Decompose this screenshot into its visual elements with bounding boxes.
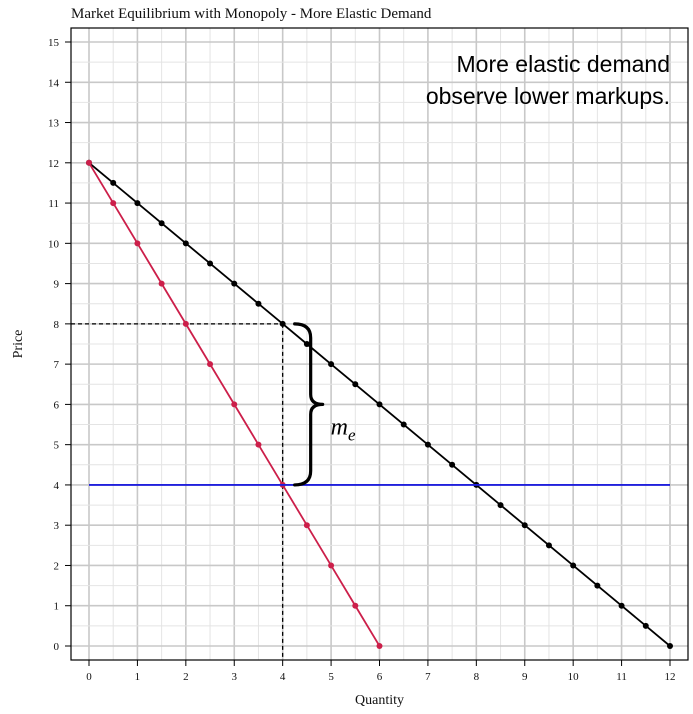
demand-point <box>424 441 431 448</box>
marginal-revenue-point <box>303 522 310 529</box>
demand-point <box>376 401 383 408</box>
markup-label-subscript: e <box>348 425 356 444</box>
demand-point <box>521 522 528 529</box>
demand-point <box>158 220 165 227</box>
equilibrium-guides <box>71 323 284 660</box>
marginal-revenue-point <box>207 361 214 368</box>
marginal-revenue-point <box>255 441 262 448</box>
y-tick-label: 12 <box>48 158 59 170</box>
y-tick-label: 2 <box>54 560 60 572</box>
x-tick-label: 5 <box>328 671 334 683</box>
x-tick-label: 10 <box>568 671 580 683</box>
x-tick-label: 11 <box>616 671 627 683</box>
y-tick-label: 7 <box>54 359 60 371</box>
demand-point <box>545 542 552 549</box>
marginal-revenue-point <box>110 200 117 207</box>
demand-point <box>352 381 359 388</box>
x-tick-label: 6 <box>377 671 383 683</box>
y-tick-label: 9 <box>54 279 60 291</box>
markup-label: me <box>331 414 356 444</box>
y-tick-label: 5 <box>54 440 60 452</box>
y-axis-label: Price <box>11 330 26 359</box>
demand-point <box>618 602 625 609</box>
x-tick-label: 12 <box>665 671 676 683</box>
demand-point <box>279 320 286 327</box>
marginal-revenue-point <box>158 280 165 287</box>
y-tick-label: 6 <box>54 399 60 411</box>
demand-point <box>182 240 189 247</box>
x-tick-label: 4 <box>280 671 286 683</box>
markup-brace-path <box>293 322 325 487</box>
marginal-revenue-point <box>182 320 189 327</box>
demand-point <box>400 421 407 428</box>
x-tick-label: 9 <box>522 671 528 683</box>
demand-point <box>134 200 141 207</box>
x-tick-label: 3 <box>232 671 238 683</box>
y-tick-label: 8 <box>54 319 60 331</box>
y-tick-label: 10 <box>48 238 60 250</box>
demand-point <box>303 341 310 347</box>
demand-point <box>594 582 601 589</box>
x-axis: 0 1 2 3 4 5 6 7 8 9 10 11 12 <box>86 660 676 683</box>
x-tick-label: 2 <box>183 671 189 683</box>
demand-point <box>255 300 262 307</box>
demand-point <box>570 562 577 569</box>
y-tick-label: 3 <box>54 520 60 532</box>
annotation-line-1: More elastic demand <box>457 51 671 77</box>
grid <box>71 28 688 660</box>
demand-point <box>328 361 335 368</box>
y-tick-label: 15 <box>48 37 60 49</box>
marginal-revenue-point <box>328 562 335 569</box>
x-tick-label: 8 <box>474 671 480 683</box>
markup-label-main: m <box>331 414 348 440</box>
annotation-line-2: observe lower markups. <box>426 83 670 109</box>
marginal-revenue-point <box>376 643 383 649</box>
y-tick-label: 1 <box>54 601 60 613</box>
demand-point <box>207 260 214 267</box>
demand-point <box>667 643 673 649</box>
marginal-revenue-point <box>231 401 238 408</box>
demand-point <box>449 461 456 468</box>
demand-point <box>642 622 649 629</box>
series-layer <box>86 159 673 649</box>
x-tick-label: 1 <box>135 671 141 683</box>
chart-title: Market Equilibrium with Monopoly - More … <box>71 6 432 22</box>
marginal-revenue-point <box>352 602 359 609</box>
demand-point <box>110 179 117 186</box>
y-tick-label: 13 <box>48 118 60 130</box>
y-tick-label: 0 <box>54 641 60 653</box>
markup-brace <box>293 322 325 487</box>
x-tick-label: 0 <box>86 671 92 683</box>
y-tick-label: 11 <box>48 198 59 210</box>
x-tick-label: 7 <box>425 671 431 683</box>
x-axis-label: Quantity <box>355 693 404 708</box>
marginal-revenue-point <box>134 240 141 247</box>
y-tick-label: 14 <box>48 77 60 89</box>
marginal-revenue-point <box>86 159 92 166</box>
y-tick-label: 4 <box>54 480 60 492</box>
demand-point <box>497 502 504 509</box>
demand-point <box>231 280 238 287</box>
